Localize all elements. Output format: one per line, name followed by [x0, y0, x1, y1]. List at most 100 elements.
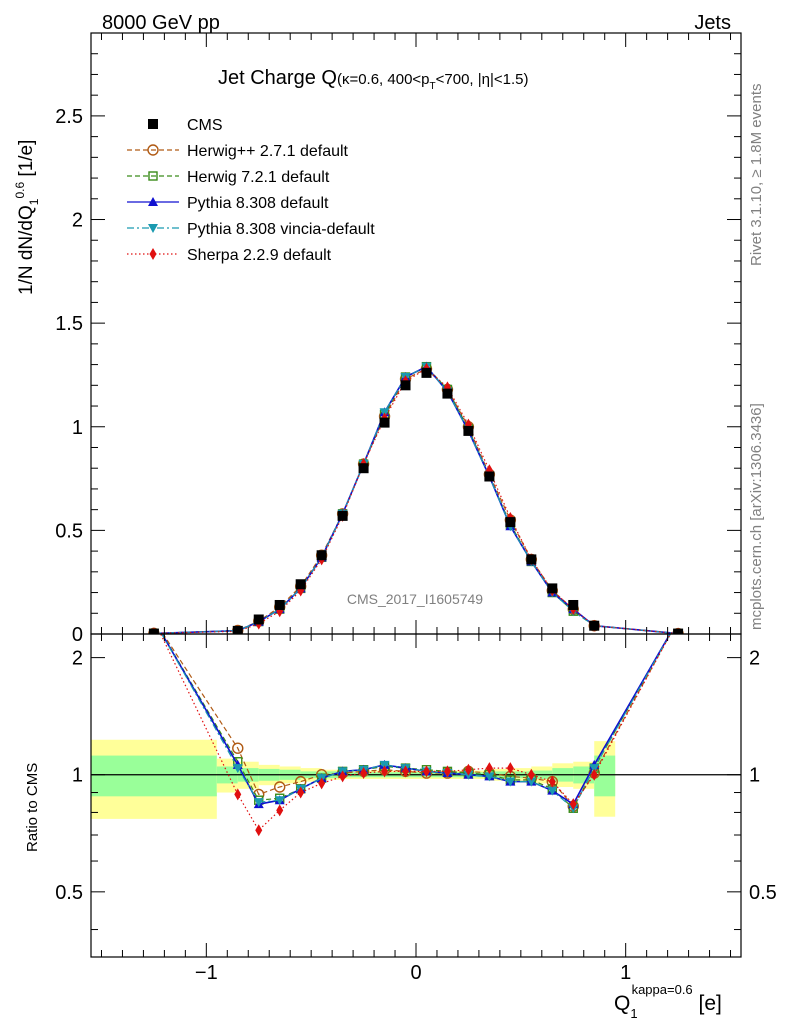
legend-label-herwigpp: Herwig++ 2.7.1 default [187, 143, 349, 160]
x-axis-label: Q1 kappa=0.6 [e] [614, 982, 722, 1021]
ratio-point-vincia [232, 764, 243, 774]
ratio-y-tick-label-right: 1 [749, 765, 760, 787]
ratio-point-sherpa [381, 765, 389, 778]
main-point-cms [484, 471, 495, 482]
x-label-unit: [e] [693, 992, 722, 1015]
ratio-y-tick-label-right: 2 [749, 648, 760, 670]
main-y-tick-label: 1 [72, 417, 83, 439]
ratio-series-line-sherpa [160, 634, 672, 832]
main-point-cms [568, 599, 579, 610]
ratio-point-sherpa [527, 768, 535, 781]
mcplots-note: mcplots.cern.ch [arXiv:1306.3436] [748, 403, 765, 630]
main-point-cms [232, 625, 243, 634]
legend-marker-pythia [148, 197, 158, 206]
ratio-point-sherpa [276, 804, 284, 817]
header-right: Jets [694, 12, 731, 34]
ratio-band-inner [91, 755, 217, 797]
ratio-point-pythia [149, 615, 159, 624]
ratio-point-vincia [673, 616, 683, 625]
ratio-point-sherpa [443, 765, 451, 778]
main-point-cms [673, 628, 684, 634]
main-point-cms [400, 380, 411, 391]
ratio-point-sherpa [339, 770, 347, 783]
ratio-point-sherpa [318, 777, 326, 790]
main-point-cms [274, 599, 285, 610]
main-y-label-unit: [1/e] [16, 140, 37, 182]
main-point-cms [589, 620, 600, 631]
main-y-axis-label: 1/N dN/dQ10.6 [1/e] [13, 140, 41, 295]
ratio-point-vincia [526, 777, 537, 787]
ratio-point-sherpa [255, 824, 263, 837]
ratio-y-tick-label-right: 0.5 [749, 882, 777, 904]
x-label-text: Q [614, 992, 630, 1015]
ratio-y-axis-label: Ratio to CMS [24, 763, 41, 852]
ratio-point-vincia [253, 798, 264, 808]
ratio-point-sherpa [150, 614, 157, 626]
main-point-cms [295, 579, 306, 590]
ratio-point-sherpa [402, 765, 410, 778]
legend-marker-vincia [148, 224, 158, 233]
ratio-point-vincia [149, 616, 159, 625]
legend-label-vincia: Pythia 8.308 vincia-default [187, 221, 375, 238]
legend: CMS Herwig++ 2.7.1 default Herwig 7.2.1 de… [127, 117, 375, 264]
main-point-cms [337, 510, 348, 521]
ratio-point-sherpa [422, 765, 430, 778]
plot-title-main: Jet Charge Q [218, 67, 337, 89]
ratio-point-sherpa [548, 775, 556, 788]
header-left: 8000 GeV pp [102, 12, 220, 34]
plot-title: Jet Charge Q(κ=0.6, 400<pT<700, |η|<1.5) [218, 67, 529, 92]
legend-label-herwig7: Herwig 7.2.1 default [187, 169, 330, 186]
ratio-point-vincia [274, 796, 285, 806]
ratio-point-sherpa [675, 614, 682, 626]
x-label-sub: 1 [630, 1006, 637, 1021]
legend-label-cms: CMS [187, 117, 223, 134]
ratio-point-sherpa [297, 786, 305, 799]
ratio-point-pythia [673, 615, 683, 624]
x-tick-label: 1 [620, 962, 631, 984]
ratio-point-vincia [589, 764, 600, 774]
main-y-label-sup: 0.6 [13, 182, 27, 199]
main-y-tick-label: 2.5 [55, 106, 83, 128]
legend-marker-herwigpp [147, 144, 159, 156]
ratio-point-herwigpp [232, 742, 244, 754]
legend-label-sherpa: Sherpa 2.2.9 default [187, 247, 332, 264]
ratio-point-sherpa [590, 768, 598, 781]
ratio-point-sherpa [360, 767, 368, 780]
main-point-cms [505, 517, 516, 528]
ratio-point-sherpa [234, 788, 242, 801]
ratio-point-vincia [505, 777, 516, 787]
main-point-cms [253, 614, 264, 625]
main-y-label-sub: 1 [27, 198, 41, 205]
ratio-point-vincia [484, 772, 495, 782]
legend-marker-herwig7 [148, 171, 158, 181]
legend-marker-cms [148, 119, 158, 129]
main-panel-content [148, 361, 684, 634]
main-point-cms [148, 628, 159, 634]
main-y-tick-label: 1.5 [55, 313, 83, 335]
ratio-point-herwigpp [149, 615, 159, 625]
ratio-point-sherpa [569, 798, 577, 811]
main-y-label-text: 1/N dN/dQ [16, 205, 37, 295]
legend-label-pythia: Pythia 8.308 default [187, 195, 329, 212]
plot-title-sub: (κ=0.6, 400<p [337, 71, 430, 88]
main-y-tick-label: 0 [72, 624, 83, 646]
plot-title-sub-T: T [430, 81, 436, 92]
x-tick-label: −1 [195, 962, 218, 984]
main-point-cms [547, 583, 558, 594]
ratio-y-tick-label: 1 [72, 765, 83, 787]
rivet-note: Rivet 3.1.10, ≥ 1.8M events [748, 84, 765, 267]
ratio-panel-content [91, 614, 741, 837]
ratio-y-tick-label: 2 [72, 648, 83, 670]
main-y-tick-label: 2 [72, 210, 83, 232]
ratio-point-vincia [547, 786, 558, 796]
ratio-point-sherpa [464, 763, 472, 776]
ratio-point-herwig7 [150, 616, 158, 624]
main-point-cms [358, 463, 369, 474]
main-point-cms [316, 550, 327, 561]
ratio-point-sherpa [506, 762, 514, 775]
main-point-cms [442, 388, 453, 399]
ratio-y-tick-label: 0.5 [55, 882, 83, 904]
plot-title-sub-rest: <700, |η|<1.5) [436, 71, 529, 88]
x-tick-label: 0 [410, 962, 421, 984]
